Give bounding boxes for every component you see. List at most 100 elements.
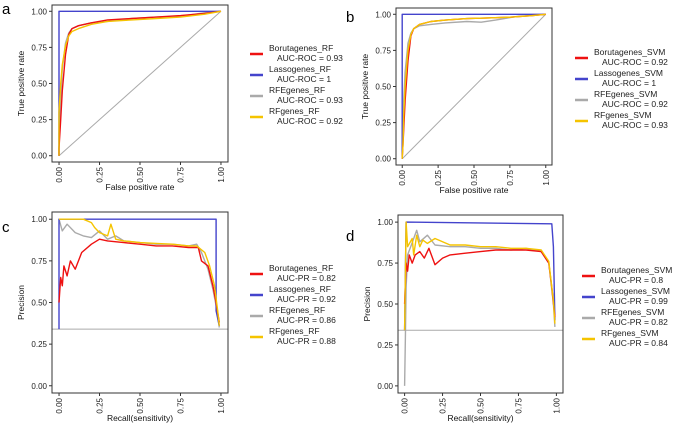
chart-panel-d: d 0.00 0.25 0.50 0.75 1.00 0.00 0.25 0.50 0.75 1.0… [346, 214, 672, 423]
legend-series-metric: AUC-PR = 0.86 [277, 315, 336, 325]
legend-series-name: RFgenes_RF [269, 326, 320, 336]
y-tick-label: 0.50 [377, 300, 393, 309]
legend-series-name: Borutagenes_RF [269, 43, 333, 53]
legend-series-metric: AUC-ROC = 0.93 [602, 120, 668, 130]
legend-series-name: RFgenes_SVM [601, 328, 659, 338]
x-tick-label: 0.25 [96, 397, 105, 413]
legend-series-name: RFEgenes_RF [269, 305, 325, 315]
x-tick-label: 0.75 [506, 169, 515, 185]
x-tick-label: 1.00 [552, 397, 561, 413]
y-axis-label: True positive rate [360, 54, 370, 120]
legend-series-name: Lassogenes_SVM [601, 286, 670, 296]
x-tick-label: 0.00 [55, 166, 64, 182]
y-tick-label: 1.00 [31, 7, 47, 16]
x-tick-label: 0.50 [136, 166, 145, 182]
series-line-lassogenes [58, 218, 220, 330]
series-line-lassogenes [401, 13, 546, 159]
legend-series-metric: AUC-PR = 0.82 [609, 317, 668, 327]
x-tick-label: 0.00 [398, 169, 407, 185]
y-tick-label: 0.25 [31, 116, 47, 125]
legend-series-metric: AUC-PR = 0.82 [277, 273, 336, 283]
legend-series-name: Borutagenes_SVM [601, 265, 672, 275]
panel-letter: d [346, 228, 354, 245]
y-tick-label: 0.50 [375, 83, 391, 92]
legend-series-name: Lassogenes_RF [269, 284, 331, 294]
legend-series-metric: AUC-ROC = 0.93 [277, 53, 343, 63]
y-axis-label: Precision [362, 286, 372, 321]
y-tick-label: 0.25 [377, 341, 393, 350]
x-tick-label: 0.25 [434, 169, 443, 185]
legend-series-metric: AUC-PR = 0.88 [277, 336, 336, 346]
legend-series-name: RFgenes_RF [269, 106, 320, 116]
y-tick-label: 0.00 [377, 382, 393, 391]
x-tick-label: 1.00 [217, 166, 226, 182]
x-axis-label: False positive rate [440, 185, 509, 195]
y-tick-label: 0.50 [31, 80, 47, 89]
series-line-borutagenes [58, 10, 222, 156]
panel-letter: b [346, 9, 354, 26]
series-line-lassogenes [403, 221, 556, 331]
plot-frame [51, 211, 229, 394]
legend: Borutagenes_SVM AUC-ROC = 0.92 Lassogenes_… [575, 47, 668, 130]
legend-series-name: RFEgenes_RF [269, 85, 325, 95]
y-tick-label: 1.00 [375, 10, 391, 19]
reference-diagonal-line [401, 13, 547, 160]
y-tick-label: 1.00 [377, 218, 393, 227]
series-line-rfegenes [58, 219, 220, 328]
y-tick-label: 0.50 [31, 299, 47, 308]
y-tick-label: 0.25 [31, 340, 47, 349]
legend-series-metric: AUC-ROC = 1 [277, 74, 331, 84]
chart-panel-a: a 0.00 0.25 0.50 0.75 1.00 0.00 0.25 0.50 0.75 1.0… [2, 1, 343, 192]
legend-series-metric: AUC-PR = 0.8 [609, 275, 663, 285]
legend-series-name: Borutagenes_RF [269, 263, 333, 273]
y-tick-label: 0.75 [31, 43, 47, 52]
y-tick-label: 0.75 [31, 257, 47, 266]
y-tick-label: 0.25 [375, 119, 391, 128]
series-line-rfgenes [403, 221, 556, 331]
legend-series-metric: AUC-ROC = 1 [602, 78, 656, 88]
legend-series-metric: AUC-ROC = 0.93 [277, 95, 343, 105]
legend-series-name: Borutagenes_SVM [594, 47, 665, 57]
legend-series-name: Lassogenes_RF [269, 64, 331, 74]
x-tick-label: 0.25 [439, 397, 448, 413]
y-tick-label: 0.00 [31, 382, 47, 391]
panel-letter: c [2, 219, 10, 236]
x-tick-label: 0.25 [96, 166, 105, 182]
x-tick-label: 0.75 [176, 397, 185, 413]
x-tick-label: 0.00 [401, 397, 410, 413]
series-line-rfgenes [58, 10, 222, 156]
legend-series-metric: AUC-ROC = 0.92 [602, 99, 668, 109]
legend-series-metric: AUC-PR = 0.84 [609, 338, 668, 348]
x-tick-label: 0.75 [514, 397, 523, 413]
legend-series-metric: AUC-PR = 0.99 [609, 296, 668, 306]
y-tick-label: 0.00 [31, 152, 47, 161]
x-tick-label: 0.00 [55, 397, 64, 413]
x-tick-label: 1.00 [217, 397, 226, 413]
x-tick-label: 0.50 [470, 169, 479, 185]
x-axis-label: False positive rate [106, 182, 175, 192]
x-tick-label: 1.00 [542, 169, 551, 185]
legend-series-metric: AUC-PR = 0.92 [277, 294, 336, 304]
y-tick-label: 0.75 [377, 259, 393, 268]
reference-diagonal-line [58, 10, 222, 157]
series-line-borutagenes [58, 238, 220, 323]
x-tick-label: 0.50 [136, 397, 145, 413]
x-tick-label: 0.50 [477, 397, 486, 413]
x-axis-label: Recall(sensitivity) [447, 413, 513, 423]
legend-series-name: Lassogenes_SVM [594, 68, 663, 78]
legend-series-name: RFEgenes_SVM [601, 307, 664, 317]
legend-series-name: RFgenes_SVM [594, 110, 652, 120]
legend-series-name: RFEgenes_SVM [594, 89, 657, 99]
x-tick-label: 0.75 [176, 166, 185, 182]
series-line-borutagenes [403, 247, 556, 318]
series-line-rfgenes [59, 218, 220, 326]
x-axis-label: Recall(sensitivity) [107, 413, 173, 423]
legend-series-metric: AUC-ROC = 0.92 [277, 116, 343, 126]
y-axis-label: True positive rate [16, 51, 26, 117]
series-line-rfgenes [401, 13, 546, 159]
panel-letter: a [2, 1, 11, 18]
